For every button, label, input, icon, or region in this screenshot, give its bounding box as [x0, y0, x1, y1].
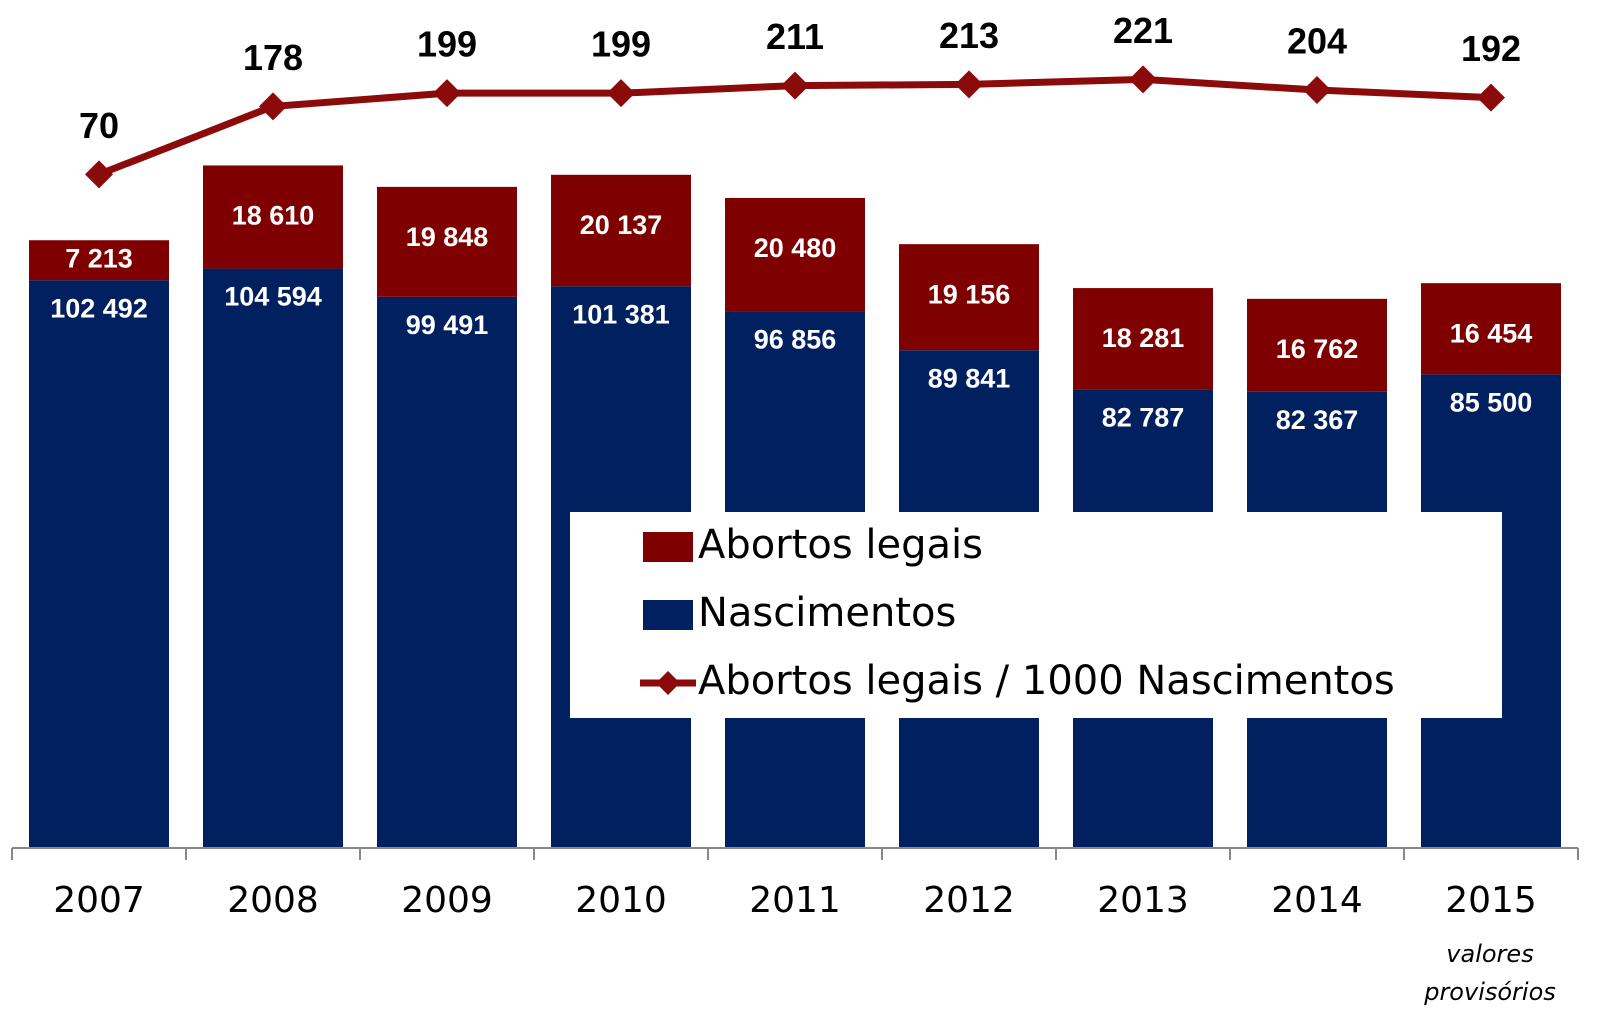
line-label: 199	[417, 24, 477, 65]
x-tick-label: 2007	[53, 880, 145, 921]
legend-label: Abortos legais	[698, 522, 983, 568]
bar-segment	[551, 174, 691, 287]
note-word: valores	[1446, 940, 1533, 968]
legend-swatch	[643, 532, 693, 562]
bar-label: 102 492	[50, 293, 148, 323]
bar-segment	[899, 244, 1039, 351]
bar-label: 19 156	[928, 279, 1011, 309]
legend-label: Abortos legais / 1000 Nascimentos	[698, 658, 1395, 704]
bar-segment	[203, 165, 343, 269]
bar-segment	[29, 280, 169, 848]
bar-label: 19 848	[406, 222, 489, 252]
bar-segment	[1421, 283, 1561, 375]
bar-label: 16 762	[1276, 334, 1359, 364]
line-marker	[955, 70, 983, 99]
bar-label: 85 500	[1450, 387, 1533, 417]
bar-segment	[29, 240, 169, 281]
x-tick-label: 2014	[1271, 880, 1363, 921]
note-word: provisórios	[1423, 978, 1556, 1006]
bar-segment	[725, 197, 865, 312]
bar-label: 101 381	[572, 299, 670, 329]
bar-label: 16 454	[1450, 318, 1533, 348]
line-label: 211	[766, 16, 824, 57]
line-label: 221	[1113, 10, 1173, 51]
bar-label: 96 856	[754, 325, 837, 355]
line-label: 213	[939, 15, 999, 56]
line-label: 178	[243, 37, 303, 78]
x-tick-label: 2010	[575, 880, 667, 921]
line-label: 192	[1461, 28, 1521, 69]
line-marker	[1477, 83, 1505, 112]
line-marker	[781, 71, 809, 100]
bar-label: 104 594	[224, 282, 322, 312]
bar-segment	[1247, 298, 1387, 392]
bar-label: 7 213	[65, 243, 133, 273]
x-tick-label: 2015	[1445, 880, 1537, 921]
bar-segment	[377, 186, 517, 297]
legend-marker	[656, 671, 680, 695]
line-marker	[433, 79, 461, 108]
line-marker	[259, 92, 287, 121]
x-tick-label: 2012	[923, 880, 1015, 921]
line-label: 199	[591, 24, 651, 65]
line-label: 70	[79, 105, 119, 146]
bar-label: 82 367	[1276, 405, 1359, 435]
bar-label: 89 841	[928, 363, 1011, 393]
x-tick-label: 2009	[401, 880, 493, 921]
legend-label: Nascimentos	[698, 590, 956, 636]
line-marker	[85, 160, 113, 189]
x-tick-label: 2011	[749, 880, 841, 921]
line-marker	[607, 79, 635, 108]
note-line: valores provisórios	[1423, 940, 1556, 1006]
bar-segment	[203, 268, 343, 849]
bar-label: 20 480	[754, 233, 837, 263]
bar-segment	[1073, 288, 1213, 390]
bar-label: 18 281	[1102, 323, 1185, 353]
line-label: 204	[1287, 21, 1347, 62]
bar-label: 82 787	[1102, 402, 1185, 432]
legend-swatch	[643, 600, 693, 630]
bar-label: 18 610	[232, 201, 315, 231]
legend-box	[570, 512, 1502, 718]
x-tick-label: 2013	[1097, 880, 1189, 921]
bar-segment	[377, 296, 517, 849]
line-marker	[1303, 76, 1331, 105]
bar-label: 20 137	[580, 210, 663, 240]
line-marker	[1129, 65, 1157, 94]
bar-label: 99 491	[406, 310, 489, 340]
x-tick-label: 2008	[227, 880, 319, 921]
